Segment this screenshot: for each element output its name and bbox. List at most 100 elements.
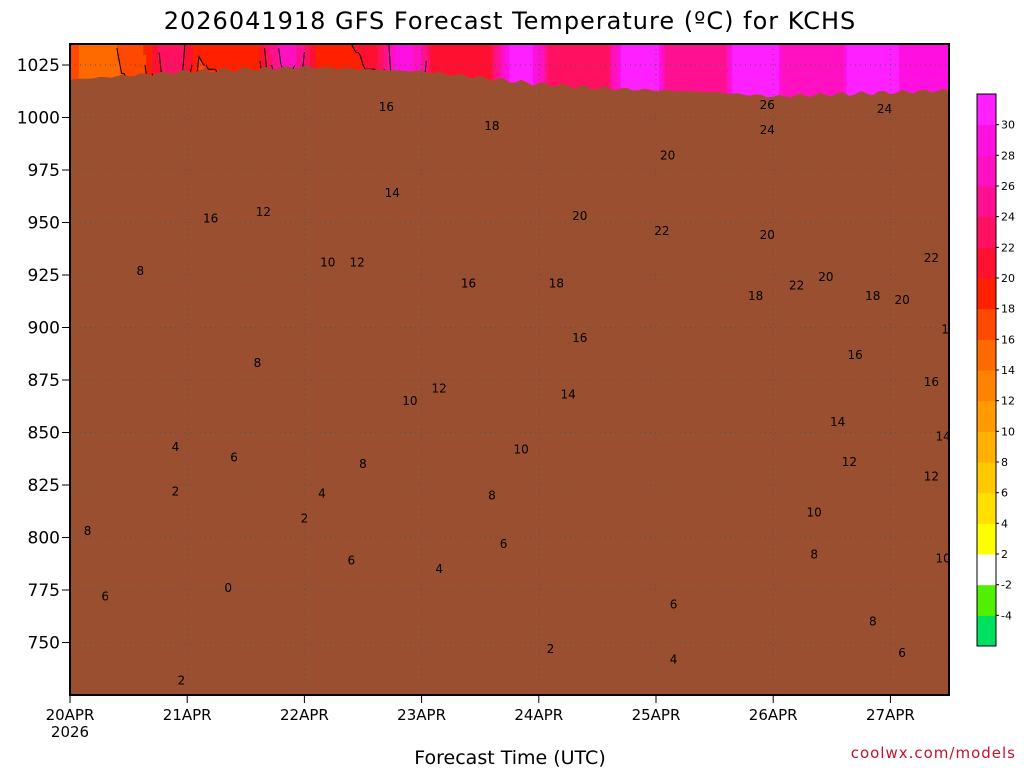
temp-band-cell [204, 44, 209, 71]
y-tick-label: 1025 [17, 56, 60, 76]
colorbar-label: 20 [1001, 272, 1015, 285]
colorbar-label: 18 [1001, 303, 1015, 316]
contour-label: 16 [461, 276, 476, 290]
temp-band-cell [178, 44, 182, 82]
temp-band-cell [181, 44, 185, 71]
temp-band-cell [354, 44, 358, 56]
temp-band-cell [568, 44, 572, 119]
temp-band-cell [131, 44, 135, 82]
temp-band-cell [500, 44, 505, 98]
y-axis: 750 775 800 825 850 875 900 925 950 975 1000 1025 [17, 56, 70, 654]
temp-band-cell [216, 44, 220, 77]
contour-label: 6 [230, 451, 238, 465]
contour-label: 10 [514, 442, 529, 456]
temp-band-cell [401, 44, 405, 82]
contour-label: 8 [869, 615, 877, 629]
contour-label: 2 [301, 512, 309, 526]
temp-band-cell [697, 44, 701, 129]
temp-band-cell [609, 44, 613, 103]
temp-band-cell [283, 44, 288, 71]
temp-band-cell [392, 44, 396, 87]
contour-label: 20 [572, 209, 587, 223]
colorbar-label: 6 [1001, 487, 1008, 500]
temp-band-cell [301, 44, 305, 71]
temp-band-cell [685, 44, 689, 124]
contour-label: 4 [435, 562, 443, 576]
temp-band-cell [155, 44, 159, 92]
contour-label: 16 [572, 331, 587, 345]
y-tick-label: 900 [28, 319, 60, 339]
contour-label: 8 [136, 264, 144, 278]
colorbar-swatch [977, 94, 996, 126]
temp-band-cell [647, 44, 651, 134]
contour-label: 12 [842, 455, 857, 469]
contour-label: 20 [894, 293, 909, 307]
temp-band-cell [219, 44, 223, 77]
x-tick-label: 21APR [163, 706, 212, 724]
temp-band-cell [843, 44, 847, 113]
temp-band-cell [196, 44, 200, 77]
contour-label: 6 [101, 589, 109, 603]
temp-band-cell [700, 44, 704, 134]
temp-band-cell [653, 44, 657, 113]
colorbar-swatch [977, 370, 996, 402]
contour-label: 12 [349, 255, 364, 269]
temp-band-cell [357, 44, 361, 56]
colorbar-label: -2 [1001, 579, 1012, 592]
temp-band-cell [512, 44, 516, 92]
contour-label: 8 [359, 457, 367, 471]
temp-band-cell [615, 44, 619, 124]
contour-label: 10 [320, 255, 335, 269]
contour-label: 6 [500, 537, 508, 551]
y-tick-label: 750 [28, 634, 60, 654]
contour-label: 2 [177, 673, 185, 687]
temp-band-cell [222, 44, 226, 77]
temp-band-cell [389, 44, 393, 82]
temp-band-cell [735, 44, 739, 124]
x-tick-label: 22APR [280, 706, 329, 724]
temp-band-cell [617, 44, 622, 113]
temp-band-cell [281, 44, 285, 71]
temp-band-cell [415, 44, 420, 87]
colorbar-swatch [977, 462, 996, 494]
temp-band-cell [928, 44, 932, 124]
temp-band-cell [72, 44, 77, 98]
colorbar-label: 10 [1001, 425, 1015, 438]
contour-label: 4 [172, 440, 180, 454]
contour-label: 18 [484, 119, 499, 133]
temp-band-cell [395, 44, 399, 71]
contour-label: 10 [807, 505, 822, 519]
temp-band-cell [579, 44, 584, 124]
colorbar-label: 14 [1001, 364, 1015, 377]
temp-band-cell [784, 44, 789, 119]
x-tick-label: 26APR [749, 706, 798, 724]
temp-band-cell [239, 44, 244, 82]
temp-band-cell [623, 44, 628, 119]
colorbar-swatch [977, 615, 996, 647]
temp-band-cell [383, 44, 387, 82]
contour-label: 18 [748, 289, 763, 303]
y-tick-label: 800 [28, 529, 60, 549]
contour-label: 14 [560, 388, 575, 402]
colorbar-label: 22 [1001, 241, 1015, 254]
temp-band-cell [518, 44, 522, 103]
temp-band-cell [497, 44, 502, 108]
y-tick-label: 825 [28, 476, 60, 496]
temp-band-cell [656, 44, 660, 98]
temp-band-cell [946, 44, 949, 134]
temp-band-cell [184, 44, 188, 92]
temp-band-cell [802, 44, 806, 129]
temp-band-cell [377, 44, 382, 71]
temp-band-cell [905, 44, 909, 113]
temp-band-cell [576, 44, 581, 124]
contour-label: 18 [549, 276, 564, 290]
temp-band-cell [808, 44, 812, 129]
temp-band-cell [237, 44, 241, 82]
y-tick-label: 950 [28, 214, 60, 234]
x-tick-label: 24APR [514, 706, 563, 724]
contour-label: 8 [810, 547, 818, 561]
temp-band-cell [726, 44, 730, 108]
contour-label: 10 [935, 552, 950, 566]
contour-label: 6 [347, 554, 355, 568]
temp-band-cell [535, 44, 540, 98]
